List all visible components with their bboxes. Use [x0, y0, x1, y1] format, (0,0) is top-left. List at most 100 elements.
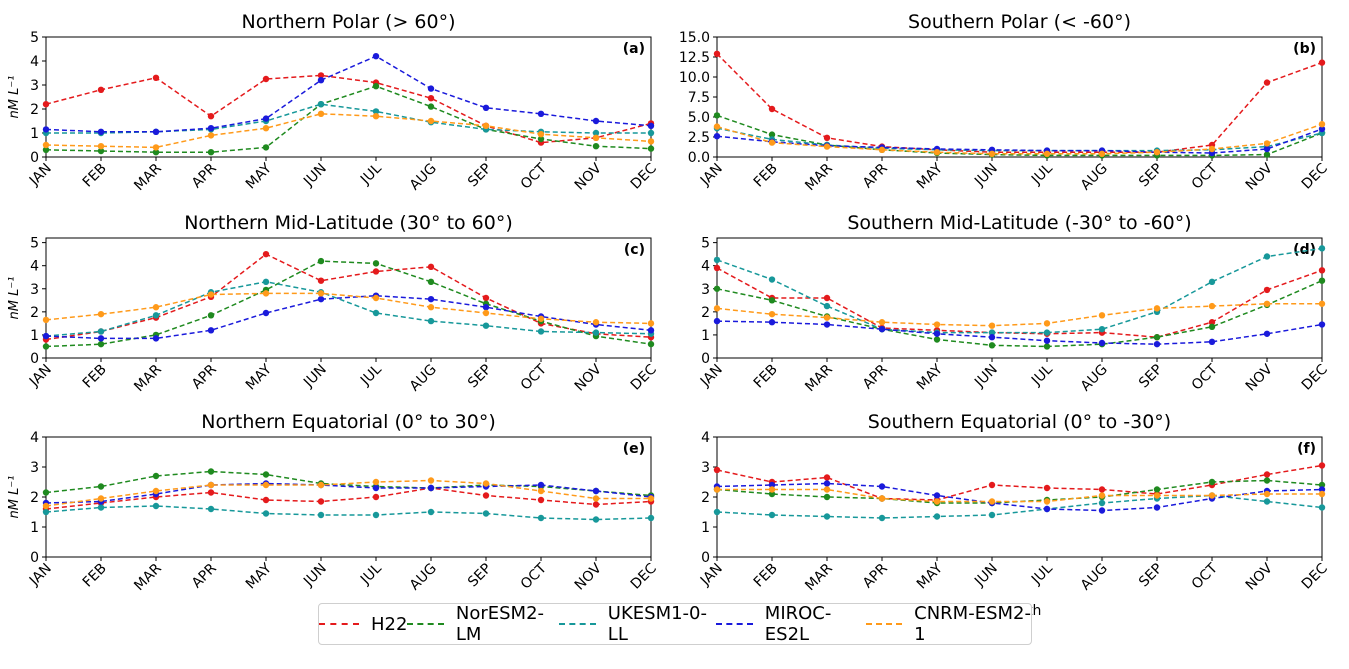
data-point-miroc-es2l	[1319, 321, 1325, 327]
legend-swatch-noresm2-lm	[407, 623, 443, 625]
data-point-miroc-es2l	[483, 105, 489, 111]
series-line-cnrm-esm2-1	[46, 114, 651, 148]
data-point-ukesm1-0-ll	[1044, 329, 1050, 335]
legend-label-ukesm1-0-ll: UKESM1-0-LL	[608, 603, 717, 645]
y-tick-label: 10.0	[679, 70, 710, 86]
x-tick-label: APR	[189, 361, 220, 392]
data-point-miroc-es2l	[153, 335, 159, 341]
series-line-ukesm1-0-ll	[46, 104, 651, 133]
x-tick-label: APR	[860, 560, 891, 591]
data-point-noresm2-lm	[428, 103, 434, 109]
y-tick-label: 1	[30, 328, 39, 344]
data-point-cnrm-esm2-1	[934, 149, 940, 155]
data-point-h22	[208, 113, 214, 119]
data-point-h22	[1099, 486, 1105, 492]
data-point-h22	[373, 494, 379, 500]
data-point-ukesm1-0-ll	[769, 276, 775, 282]
y-tick-label: 4	[30, 430, 39, 446]
data-point-ukesm1-0-ll	[153, 312, 159, 318]
data-point-cnrm-esm2-1	[263, 125, 269, 131]
data-point-cnrm-esm2-1	[98, 495, 104, 501]
y-tick-label: 7.5	[688, 90, 710, 106]
data-point-ukesm1-0-ll	[769, 512, 775, 518]
data-point-noresm2-lm	[208, 312, 214, 318]
data-point-cnrm-esm2-1	[208, 291, 214, 297]
legend-label-cnrm-esm2-1: CNRM-ESM2-1	[914, 603, 1031, 645]
data-point-cnrm-esm2-1	[373, 113, 379, 119]
y-tick-label: 2	[30, 102, 39, 118]
data-point-noresm2-lm	[208, 149, 214, 155]
y-tick-label: 4	[701, 259, 710, 275]
data-point-miroc-es2l	[263, 115, 269, 121]
y-tick-label: 0	[30, 351, 39, 367]
x-tick-label: OCT	[1189, 361, 1221, 393]
data-point-ukesm1-0-ll	[538, 328, 544, 334]
x-tick-label: JUL	[357, 560, 385, 588]
data-point-cnrm-esm2-1	[593, 319, 599, 325]
data-point-noresm2-lm	[1264, 151, 1270, 157]
data-point-ukesm1-0-ll	[824, 303, 830, 309]
x-tick-label: JUN	[971, 561, 1001, 591]
data-point-miroc-es2l	[593, 118, 599, 124]
x-tick-label: OCT	[518, 361, 550, 393]
plot-frame	[717, 37, 1322, 157]
data-point-cnrm-esm2-1	[593, 495, 599, 501]
data-point-cnrm-esm2-1	[934, 498, 940, 504]
x-tick-label: JUN	[300, 362, 330, 392]
data-point-noresm2-lm	[153, 473, 159, 479]
chart-title: Northern Equatorial (0° to 30°)	[201, 411, 496, 433]
data-point-h22	[538, 497, 544, 503]
data-point-cnrm-esm2-1	[153, 488, 159, 494]
data-point-cnrm-esm2-1	[824, 314, 830, 320]
data-point-noresm2-lm	[43, 489, 49, 495]
data-point-miroc-es2l	[263, 310, 269, 316]
data-point-ukesm1-0-ll	[263, 279, 269, 285]
x-tick-label: DEC	[628, 160, 660, 192]
data-point-miroc-es2l	[1099, 340, 1105, 346]
data-point-ukesm1-0-ll	[153, 503, 159, 509]
data-point-ukesm1-0-ll	[1099, 326, 1105, 332]
data-point-cnrm-esm2-1	[483, 480, 489, 486]
data-point-ukesm1-0-ll	[593, 329, 599, 335]
data-point-ukesm1-0-ll	[1319, 245, 1325, 251]
x-tick-label: APR	[860, 361, 891, 392]
data-point-h22	[714, 467, 720, 473]
series-line-noresm2-lm	[717, 281, 1322, 347]
data-point-cnrm-esm2-1	[714, 123, 720, 129]
data-point-cnrm-esm2-1	[208, 132, 214, 138]
y-tick-label: 5	[701, 236, 710, 252]
data-point-cnrm-esm2-1	[714, 305, 720, 311]
x-tick-label: SEP	[465, 161, 495, 191]
data-point-cnrm-esm2-1	[989, 151, 995, 157]
x-tick-label: SEP	[1136, 161, 1166, 191]
data-point-miroc-es2l	[428, 85, 434, 91]
data-point-miroc-es2l	[538, 111, 544, 117]
data-point-miroc-es2l	[538, 482, 544, 488]
data-point-noresm2-lm	[714, 112, 720, 118]
legend-item-ukesm1-0-ll: UKESM1-0-LL	[559, 603, 716, 645]
x-tick-label: SEP	[1136, 561, 1166, 591]
data-point-miroc-es2l	[1154, 504, 1160, 510]
x-tick-label: AUG	[1078, 161, 1111, 194]
series-line-ukesm1-0-ll	[717, 128, 1322, 150]
data-point-miroc-es2l	[98, 129, 104, 135]
data-point-cnrm-esm2-1	[1264, 301, 1270, 307]
chart-title: Southern Mid-Latitude (-30° to -60°)	[847, 212, 1191, 234]
data-point-cnrm-esm2-1	[648, 138, 654, 144]
x-tick-label: AUG	[407, 161, 440, 194]
x-tick-label: FEB	[80, 362, 110, 392]
data-point-h22	[1319, 462, 1325, 468]
data-point-miroc-es2l	[648, 327, 654, 333]
data-point-cnrm-esm2-1	[934, 321, 940, 327]
data-point-h22	[373, 268, 379, 274]
x-tick-label: JUL	[1028, 560, 1056, 588]
series-line-h22	[717, 268, 1322, 337]
data-point-ukesm1-0-ll	[989, 512, 995, 518]
data-point-cnrm-esm2-1	[318, 482, 324, 488]
panel-a: Northern Polar (> 60°)(a)012345JAN FEB MAR…	[7, 11, 660, 194]
data-point-miroc-es2l	[1264, 146, 1270, 152]
data-point-h22	[824, 474, 830, 480]
series-line-noresm2-lm	[46, 261, 651, 346]
x-tick-label: MAR	[131, 361, 165, 395]
y-tick-label: 3	[30, 460, 39, 476]
